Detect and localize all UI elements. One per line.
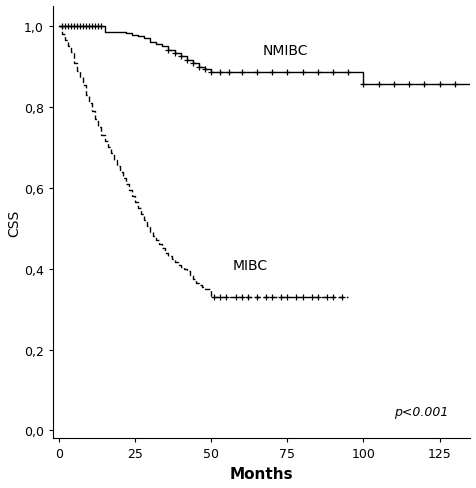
Y-axis label: CSS: CSS <box>7 209 21 236</box>
Text: p<0.001: p<0.001 <box>394 406 448 418</box>
X-axis label: Months: Months <box>229 466 293 481</box>
Text: MIBC: MIBC <box>232 258 267 272</box>
Text: NMIBC: NMIBC <box>262 44 308 59</box>
